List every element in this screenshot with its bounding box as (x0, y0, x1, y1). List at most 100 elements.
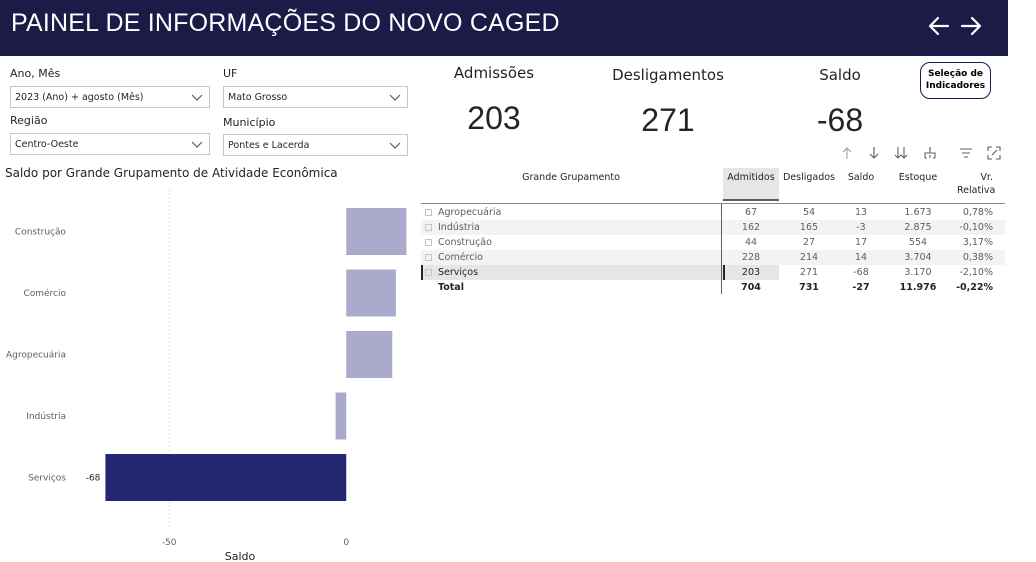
header-desligados[interactable]: Desligados (782, 172, 836, 183)
uf-value: Mato Grosso (228, 92, 288, 103)
table-row-selected[interactable]: Serviços 203 271 -68 3.170 -2,10% (421, 265, 1005, 280)
row-name: Serviços (438, 267, 479, 278)
focus-mode-icon[interactable] (987, 146, 1001, 160)
row-vr-relativa: 0,38% (962, 252, 993, 263)
expand-all-down-icon[interactable] (894, 146, 908, 160)
row-vr-relativa: 3,17% (962, 237, 993, 248)
arrow-down-icon[interactable] (867, 146, 881, 160)
expand-plus-icon[interactable] (425, 209, 432, 216)
saldo-bar-chart: -50 0 Construção Comércio Agropecuária Indúst… (6, 190, 407, 562)
page-title: PAINEL DE INFORMAÇÕES DO NOVO CAGED (11, 9, 560, 37)
filter-municipio-label: Município (223, 116, 276, 129)
sorted-column-highlight (723, 168, 779, 201)
row-saldo: 13 (854, 207, 868, 218)
row-vr-relativa: -0,10% (959, 222, 993, 233)
kpi-saldo-label: Saldo (819, 66, 861, 84)
total-admitidos: 704 (741, 282, 761, 293)
selecao-line2: Indicadores (925, 81, 986, 91)
row-admitidos: 67 (744, 207, 758, 218)
table-row[interactable]: Comércio 228 214 14 3.704 0,38% (421, 250, 1005, 265)
row-name: Comércio (438, 252, 483, 263)
arrow-up-icon[interactable] (840, 146, 854, 160)
expand-plus-icon[interactable] (425, 254, 432, 261)
expand-hierarchy-icon[interactable] (923, 146, 937, 160)
chevron-down-icon (389, 94, 401, 101)
selecao-indicadores-button[interactable]: Seleção de Indicadores (920, 62, 991, 99)
category-label: Construção (15, 228, 67, 238)
ano-mes-dropdown[interactable]: 2023 (Ano) + agosto (Mês) (10, 86, 210, 108)
row-admitidos: 203 (741, 267, 761, 278)
table-row[interactable]: Indústria 162 165 -3 2.875 -0,10% (421, 220, 1005, 235)
table-row[interactable]: Construção 44 27 17 554 3,17% (421, 235, 1005, 250)
selecao-line1: Seleção de (927, 69, 984, 79)
row-estoque: 3.704 (904, 252, 932, 263)
chart-title: Saldo por Grande Grupamento de Atividade… (5, 166, 338, 180)
x-axis-title: Saldo (225, 550, 256, 562)
column-divider (721, 204, 722, 294)
total-label: Total (438, 282, 464, 293)
row-estoque: 2.875 (904, 222, 932, 233)
bar (346, 331, 393, 378)
municipio-dropdown[interactable]: Pontes e Lacerda (223, 134, 408, 156)
arrow-right-icon[interactable] (958, 13, 984, 39)
chevron-down-icon (191, 141, 203, 148)
row-name: Agropecuária (438, 207, 502, 218)
bar (346, 269, 396, 317)
row-name: Construção (438, 237, 492, 248)
chevron-down-icon (389, 142, 401, 149)
expand-plus-icon[interactable] (425, 239, 432, 246)
row-admitidos: 162 (741, 222, 761, 233)
row-name: Indústria (438, 222, 480, 233)
municipio-value: Pontes e Lacerda (228, 140, 310, 151)
filter-regiao-label: Região (10, 114, 48, 127)
filter-icon[interactable] (959, 146, 973, 160)
regiao-dropdown[interactable]: Centro-Oeste (10, 133, 210, 155)
kpi-admissoes-label: Admissões (453, 64, 535, 82)
row-desligados: 165 (799, 222, 819, 233)
table-header: Grande Grupamento Admitidos Desligados S… (421, 168, 1005, 204)
category-label: Indústria (26, 412, 66, 422)
table-row[interactable]: Agropecuária 67 54 13 1.673 0,78% (421, 205, 1005, 220)
x-tick-label: 0 (343, 538, 349, 548)
filter-ano-mes-label: Ano, Mês (10, 67, 61, 80)
row-saldo: -3 (856, 222, 866, 233)
expand-plus-icon[interactable] (425, 224, 432, 231)
row-estoque: 3.170 (904, 267, 932, 278)
header-vr-relativa[interactable]: Vr. Relativa (957, 172, 996, 196)
bar (105, 454, 347, 501)
row-desligados: 27 (802, 237, 816, 248)
total-saldo: -27 (852, 282, 870, 293)
category-label: Serviços (28, 474, 66, 484)
x-tick-label: -50 (162, 538, 177, 548)
selected-row-highlight (421, 265, 779, 280)
row-desligados: 54 (802, 207, 816, 218)
kpi-saldo-value: -68 (816, 102, 864, 138)
ano-mes-value: 2023 (Ano) + agosto (Mês) (15, 92, 144, 103)
row-saldo: -68 (853, 267, 869, 278)
kpi-desligamentos-label: Desligamentos (612, 66, 724, 84)
row-vr-relativa: 0,78% (962, 207, 993, 218)
category-label: Agropecuária (6, 351, 66, 361)
row-estoque: 554 (908, 237, 928, 248)
row-saldo: 17 (854, 237, 868, 248)
chevron-down-icon (191, 94, 203, 101)
header-admitidos[interactable]: Admitidos (727, 172, 775, 183)
row-admitidos: 44 (744, 237, 758, 248)
kpi-desligamentos-value: 271 (641, 102, 695, 138)
row-estoque: 1.673 (904, 207, 932, 218)
bar (346, 208, 407, 255)
header-grande-grupamento[interactable]: Grande Grupamento (522, 172, 620, 183)
arrow-left-icon[interactable] (926, 13, 952, 39)
header-estoque[interactable]: Estoque (898, 172, 938, 183)
uf-dropdown[interactable]: Mato Grosso (223, 86, 408, 108)
selected-row-marker (421, 265, 423, 280)
kpi-admissoes-value: 203 (467, 100, 521, 136)
regiao-value: Centro-Oeste (15, 139, 79, 150)
total-vr-relativa: -0,22% (956, 282, 993, 293)
bar (335, 392, 347, 440)
selected-cell-marker (723, 265, 725, 280)
row-desligados: 214 (799, 252, 819, 263)
expand-plus-icon[interactable] (425, 269, 432, 276)
table-total-row: Total 704 731 -27 11.976 -0,22% (421, 280, 1005, 295)
header-saldo[interactable]: Saldo (847, 172, 875, 183)
